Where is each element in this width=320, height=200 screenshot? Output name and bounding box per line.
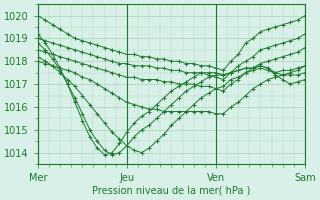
X-axis label: Pression niveau de la mer( hPa ): Pression niveau de la mer( hPa ) <box>92 186 251 196</box>
